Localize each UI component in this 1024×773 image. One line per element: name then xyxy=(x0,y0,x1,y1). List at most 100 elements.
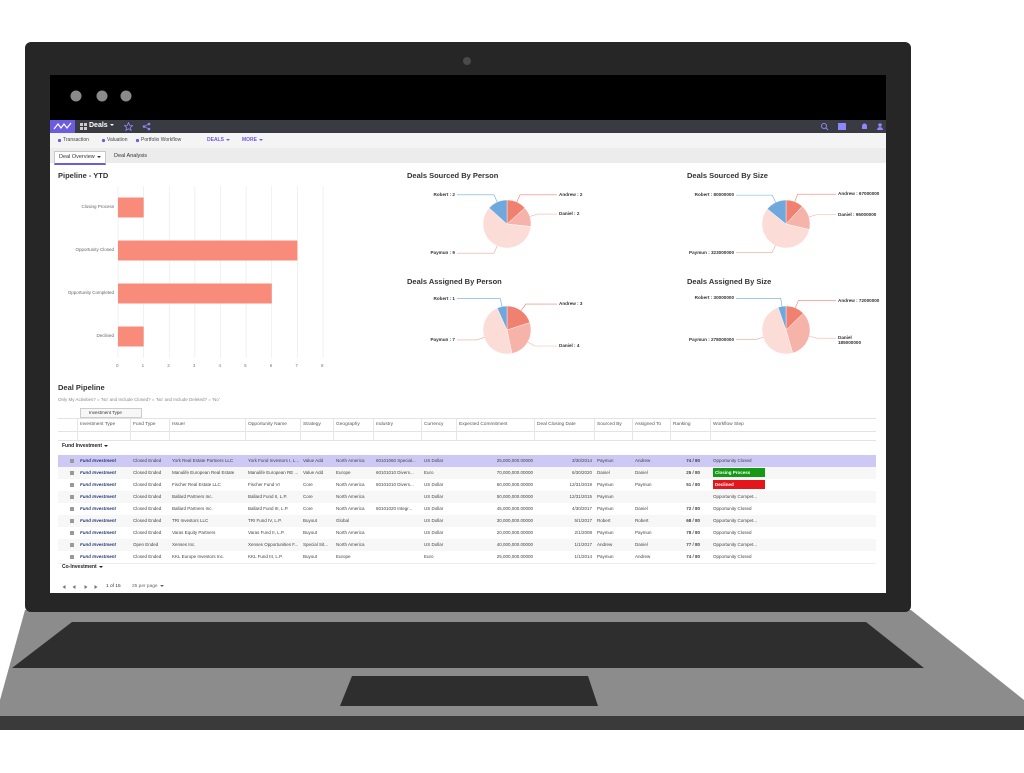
column-header[interactable]: Investment Type xyxy=(80,422,116,427)
row-icon[interactable] xyxy=(70,530,74,535)
table-cell: 12/31/2015 xyxy=(569,494,592,499)
camera xyxy=(463,57,471,65)
column-header[interactable]: Expected Commitment xyxy=(459,422,508,427)
row-icon[interactable] xyxy=(70,470,74,475)
row-icon[interactable] xyxy=(70,506,74,511)
table-cell: Ballard Partners Inc. xyxy=(172,494,213,499)
column-divider xyxy=(534,419,535,441)
leader-line xyxy=(736,298,783,307)
window-dot[interactable] xyxy=(96,90,108,102)
column-header[interactable]: Issuer xyxy=(172,422,186,427)
leader-line xyxy=(520,303,557,311)
x-tick-label: 7 xyxy=(295,363,298,368)
column-header[interactable]: Deal Closing Date xyxy=(537,422,576,427)
pie-title: Deals Sourced By Person xyxy=(407,171,499,180)
nav-bar: Deals xyxy=(50,120,886,133)
window-dot[interactable] xyxy=(70,90,82,102)
pie-label: Daniel 185000000 xyxy=(838,335,861,346)
table-cell: Andrew xyxy=(635,554,651,559)
table-cell: Paymun xyxy=(597,482,614,487)
table-cell: US Dollar xyxy=(424,458,444,463)
table-cell: 5/1/2017 xyxy=(574,518,592,523)
table-cell: York Fund Investors I, L... xyxy=(248,458,300,463)
y-tick-label: Opportunity Closed xyxy=(75,246,114,252)
table-cell: Daniel xyxy=(635,542,648,547)
table-cell: 12/31/2019 xyxy=(569,482,592,487)
grid-icon[interactable] xyxy=(80,123,87,130)
column-header[interactable]: Industry xyxy=(376,422,394,427)
table-row[interactable]: Fund Investment Closed Ended York Real Est… xyxy=(58,455,876,468)
column-header[interactable]: Currency xyxy=(424,422,444,427)
table-cell: Daniel xyxy=(635,506,648,511)
nav-link[interactable]: Valuation xyxy=(107,137,128,143)
table-cell: Special Sit... xyxy=(303,542,329,547)
pager-arrows[interactable] xyxy=(60,583,105,591)
table-cell: 70,000,000.00000 xyxy=(496,470,533,475)
table-cell: 68 / 80 xyxy=(686,518,700,523)
table-cell: Closed Ended xyxy=(133,470,162,475)
table-cell: Closing Process xyxy=(713,468,765,477)
table-cell: Paymun xyxy=(597,458,614,463)
star-icon[interactable] xyxy=(124,122,133,131)
pie-label: Paymun : 7 xyxy=(430,336,455,342)
table-header: Investment Type Fund Type Issuer Opportunit… xyxy=(58,418,876,441)
table-cell: Fund Investment xyxy=(80,518,117,523)
table-cell: Andrew xyxy=(635,458,651,463)
pie-slice xyxy=(488,199,508,225)
table-cell: 50,000,000.00000 xyxy=(496,494,533,499)
table-cell: Closed Ended xyxy=(133,458,162,463)
row-icon[interactable] xyxy=(70,494,74,499)
row-icon[interactable] xyxy=(70,554,74,559)
pie-label: Andrew : 3 xyxy=(559,301,583,307)
leader-line xyxy=(736,194,776,203)
pie-label: Andrew : 72000000 xyxy=(838,297,880,303)
leader-line xyxy=(736,245,776,254)
table-row[interactable]: Fund Investment Closed Ended KKL Europe In… xyxy=(58,551,876,564)
pie-title: Deals Assigned By Size xyxy=(687,277,772,286)
column-header[interactable]: Geography xyxy=(336,422,360,427)
window-dot[interactable] xyxy=(120,90,132,102)
table-cell: Xenses Opportunities F... xyxy=(248,542,299,547)
logo[interactable] xyxy=(50,120,75,133)
table-cell: Value Add xyxy=(303,470,324,475)
table-cell: 25,000,000.00000 xyxy=(496,458,533,463)
column-header[interactable]: Ranking xyxy=(673,422,691,427)
table-cell: North America xyxy=(336,482,365,487)
leader-line xyxy=(808,214,836,218)
row-icon[interactable] xyxy=(70,518,74,523)
pie-label: Paymun : 323000000 xyxy=(689,249,734,255)
row-icon[interactable] xyxy=(70,458,74,463)
group-row[interactable]: Co-Investment xyxy=(58,563,876,575)
nav-menu[interactable]: MORE xyxy=(242,137,263,144)
table-cell: North America xyxy=(336,494,365,499)
app-name[interactable]: Deals xyxy=(89,122,114,130)
toolbar-icons[interactable] xyxy=(820,122,886,131)
chart-title: Pipeline - YTD xyxy=(58,171,109,180)
column-header[interactable]: Workflow Step xyxy=(713,422,744,427)
column-header[interactable]: Assigned To xyxy=(635,422,662,427)
row-icon[interactable] xyxy=(70,482,74,487)
pager-size[interactable]: 25 per page xyxy=(132,584,164,589)
x-tick-label: 0 xyxy=(116,363,119,368)
row-icon[interactable] xyxy=(70,542,74,547)
share-icon[interactable] xyxy=(142,122,151,131)
nav-link[interactable]: Transaction xyxy=(63,137,89,143)
group-row[interactable]: Fund Investment xyxy=(58,442,876,454)
table-cell: Fund Investment xyxy=(80,530,117,535)
group-chip[interactable]: Investment Type xyxy=(80,408,142,418)
table-cell: Closed Ended xyxy=(133,506,162,511)
nav-menu[interactable]: DEALS xyxy=(207,137,230,144)
column-divider xyxy=(373,419,374,441)
table-cell: North America xyxy=(336,506,365,511)
column-header[interactable]: Fund Type xyxy=(133,422,156,427)
tab[interactable]: Deal Overview xyxy=(54,151,106,165)
pager-arrow xyxy=(62,585,66,589)
nav-link[interactable]: Portfolio Workflow xyxy=(141,137,182,143)
column-header[interactable]: Opportunity Name xyxy=(248,422,287,427)
tab[interactable]: Deal Analysis xyxy=(114,153,148,159)
table-cell: Opportunity Compet... xyxy=(713,494,758,499)
column-header[interactable]: Strategy xyxy=(303,422,321,427)
pie-label: Daniel : 95000000 xyxy=(838,211,877,217)
column-header[interactable]: Sourced By xyxy=(597,422,622,427)
table-cell: Buyout xyxy=(303,554,318,559)
